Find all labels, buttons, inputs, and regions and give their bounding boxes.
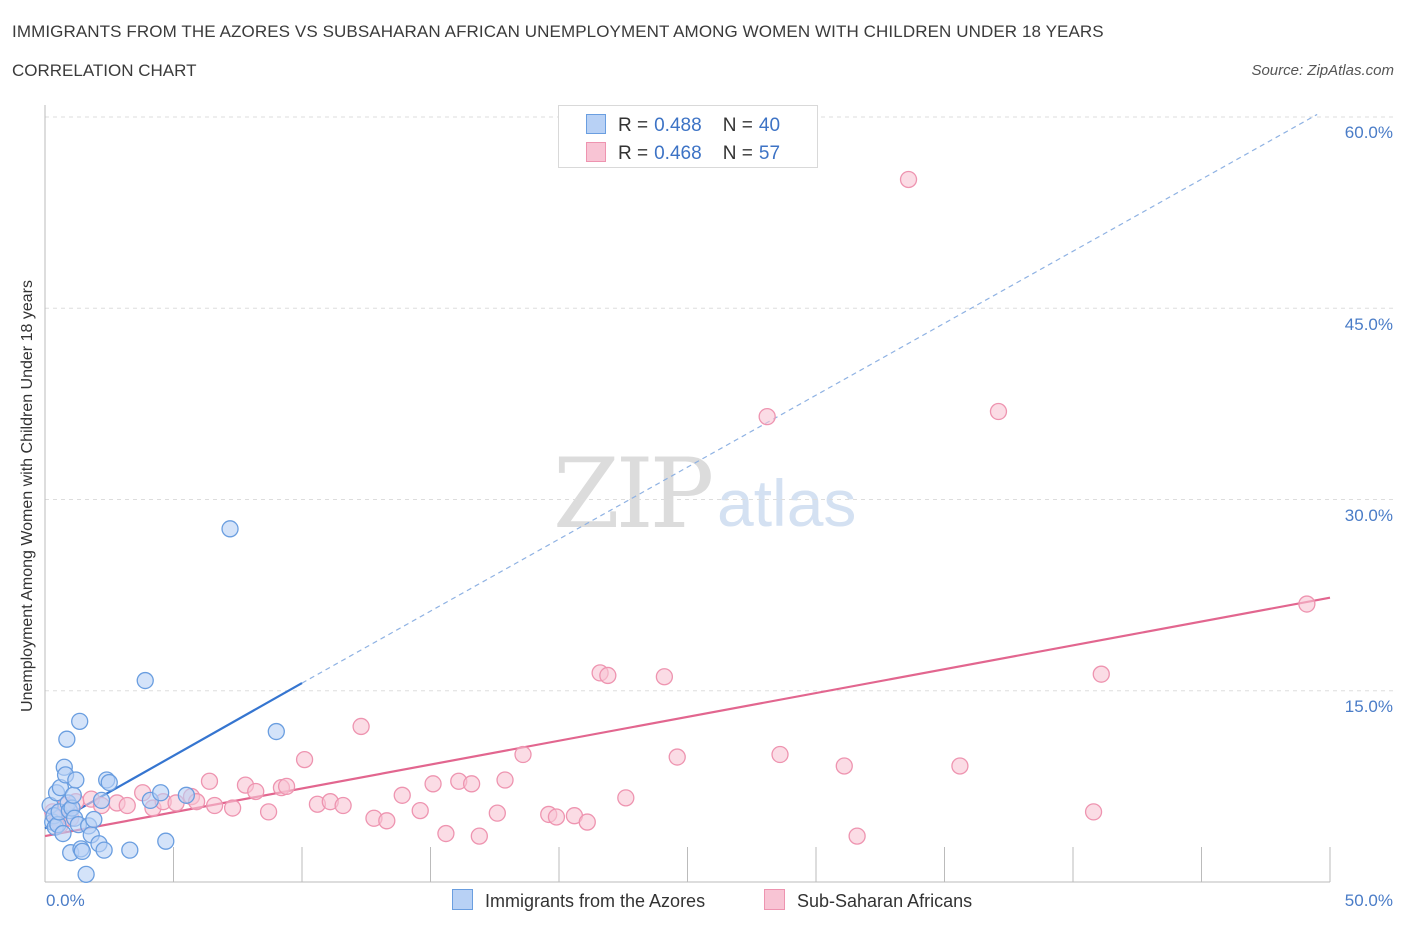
- legend-item-subsaharan[interactable]: Sub-Saharan Africans: [764, 889, 972, 912]
- point-subsaharan-44: [578, 813, 596, 831]
- point-subsaharan-56: [989, 402, 1008, 421]
- point-subsaharan-33: [424, 775, 442, 793]
- r-label: R =: [618, 115, 649, 136]
- point-subsaharan-17: [205, 796, 224, 815]
- point-subsaharan-52: [835, 757, 853, 775]
- point-subsaharan-50: [758, 407, 776, 426]
- point-subsaharan-54: [899, 170, 918, 189]
- point-azores-33: [136, 671, 154, 690]
- x-tick-label-max: 50.0%: [1344, 891, 1393, 910]
- point-subsaharan-48: [655, 668, 674, 686]
- point-azores-38: [221, 520, 239, 538]
- point-subsaharan-46: [599, 666, 617, 685]
- point-azores-22: [73, 842, 91, 861]
- point-subsaharan-30: [378, 812, 396, 830]
- point-subsaharan-38: [488, 804, 506, 822]
- point-subsaharan-39: [496, 771, 514, 789]
- point-azores-37: [177, 786, 196, 804]
- y-tick-label-60: 60.0%: [1344, 123, 1393, 142]
- r-value-azores: 0.488: [654, 115, 702, 136]
- point-subsaharan-18: [223, 799, 242, 817]
- point-subsaharan-40: [514, 745, 532, 764]
- point-subsaharan-21: [259, 803, 278, 821]
- stats-legend: R = 0.488 N = 40 R = 0.468 N = 57: [558, 105, 818, 168]
- pink-swatch-icon: [586, 142, 606, 162]
- trend-line-subsaharan: [44, 596, 1331, 838]
- point-subsaharan-47: [617, 789, 635, 807]
- point-azores-8: [54, 824, 72, 843]
- y-axis-label: Unemployment Among Women with Children U…: [19, 280, 36, 712]
- point-azores-16: [64, 786, 82, 804]
- point-subsaharan-36: [462, 775, 481, 793]
- legend-label-subsaharan: Sub-Saharan Africans: [797, 891, 973, 911]
- point-subsaharan-32: [411, 801, 429, 820]
- point-subsaharan-37: [470, 827, 488, 845]
- legend-label-azores: Immigrants from the Azores: [485, 891, 706, 911]
- r-value-subsaharan: 0.468: [654, 143, 702, 164]
- point-subsaharan-31: [393, 786, 411, 804]
- point-subsaharan-58: [1092, 665, 1110, 683]
- point-subsaharan-51: [771, 745, 789, 764]
- point-subsaharan-24: [295, 750, 314, 769]
- n-label: N =: [722, 143, 753, 164]
- point-subsaharan-42: [547, 808, 566, 826]
- watermark-zip: ZIP: [553, 438, 714, 550]
- point-azores-29: [95, 841, 113, 859]
- point-subsaharan-55: [951, 757, 969, 775]
- data-points: [41, 170, 1316, 883]
- point-azores-20: [71, 712, 89, 730]
- point-subsaharan-49: [668, 748, 686, 766]
- n-value-subsaharan: 57: [758, 143, 781, 164]
- pink-swatch-icon: [764, 889, 785, 910]
- point-subsaharan-28: [352, 717, 370, 736]
- point-subsaharan-16: [200, 772, 219, 790]
- watermark-atlas: atlas: [717, 466, 857, 540]
- point-subsaharan-9: [118, 796, 136, 815]
- gridlines: [45, 116, 1395, 692]
- point-subsaharan-53: [848, 827, 866, 845]
- chart-subtitle: CORRELATION CHART: [12, 61, 197, 80]
- axes: [44, 105, 1331, 883]
- point-azores-36: [157, 832, 175, 850]
- legend-item-azores[interactable]: Immigrants from the Azores: [452, 889, 705, 912]
- point-azores-32: [121, 841, 139, 859]
- source-label: Source: ZipAtlas.com: [1251, 62, 1394, 79]
- blue-swatch-icon: [452, 889, 473, 910]
- n-value-azores: 40: [758, 115, 781, 136]
- point-subsaharan-23: [277, 777, 296, 796]
- point-azores-28: [92, 791, 111, 810]
- point-subsaharan-34: [437, 824, 455, 843]
- point-azores-18: [67, 771, 85, 789]
- x-tick-label-min: 0.0%: [46, 891, 85, 910]
- point-subsaharan-27: [334, 796, 352, 815]
- point-azores-31: [100, 773, 118, 792]
- blue-swatch-icon: [586, 114, 606, 134]
- point-azores-39: [267, 722, 285, 741]
- point-azores-23: [77, 865, 95, 883]
- legend-row-azores: R = 0.488 N = 40: [586, 114, 780, 136]
- trend-line-azores-extended: [301, 113, 1318, 684]
- point-azores-11: [58, 730, 76, 748]
- r-label: R =: [618, 143, 649, 164]
- trend-lines: [44, 113, 1331, 838]
- point-subsaharan-57: [1084, 803, 1103, 821]
- chart-title: IMMIGRANTS FROM THE AZORES VS SUBSAHARAN…: [12, 22, 1104, 41]
- n-label: N =: [722, 115, 753, 136]
- point-subsaharan-59: [1298, 595, 1316, 613]
- legend-row-subsaharan: R = 0.468 N = 57: [586, 142, 780, 164]
- point-azores-26: [85, 810, 103, 829]
- point-azores-35: [151, 784, 170, 802]
- y-tick-label-30: 30.0%: [1344, 506, 1393, 525]
- y-tick-label-45: 45.0%: [1344, 315, 1393, 334]
- y-tick-label-15: 15.0%: [1344, 697, 1393, 716]
- point-subsaharan-20: [247, 782, 265, 801]
